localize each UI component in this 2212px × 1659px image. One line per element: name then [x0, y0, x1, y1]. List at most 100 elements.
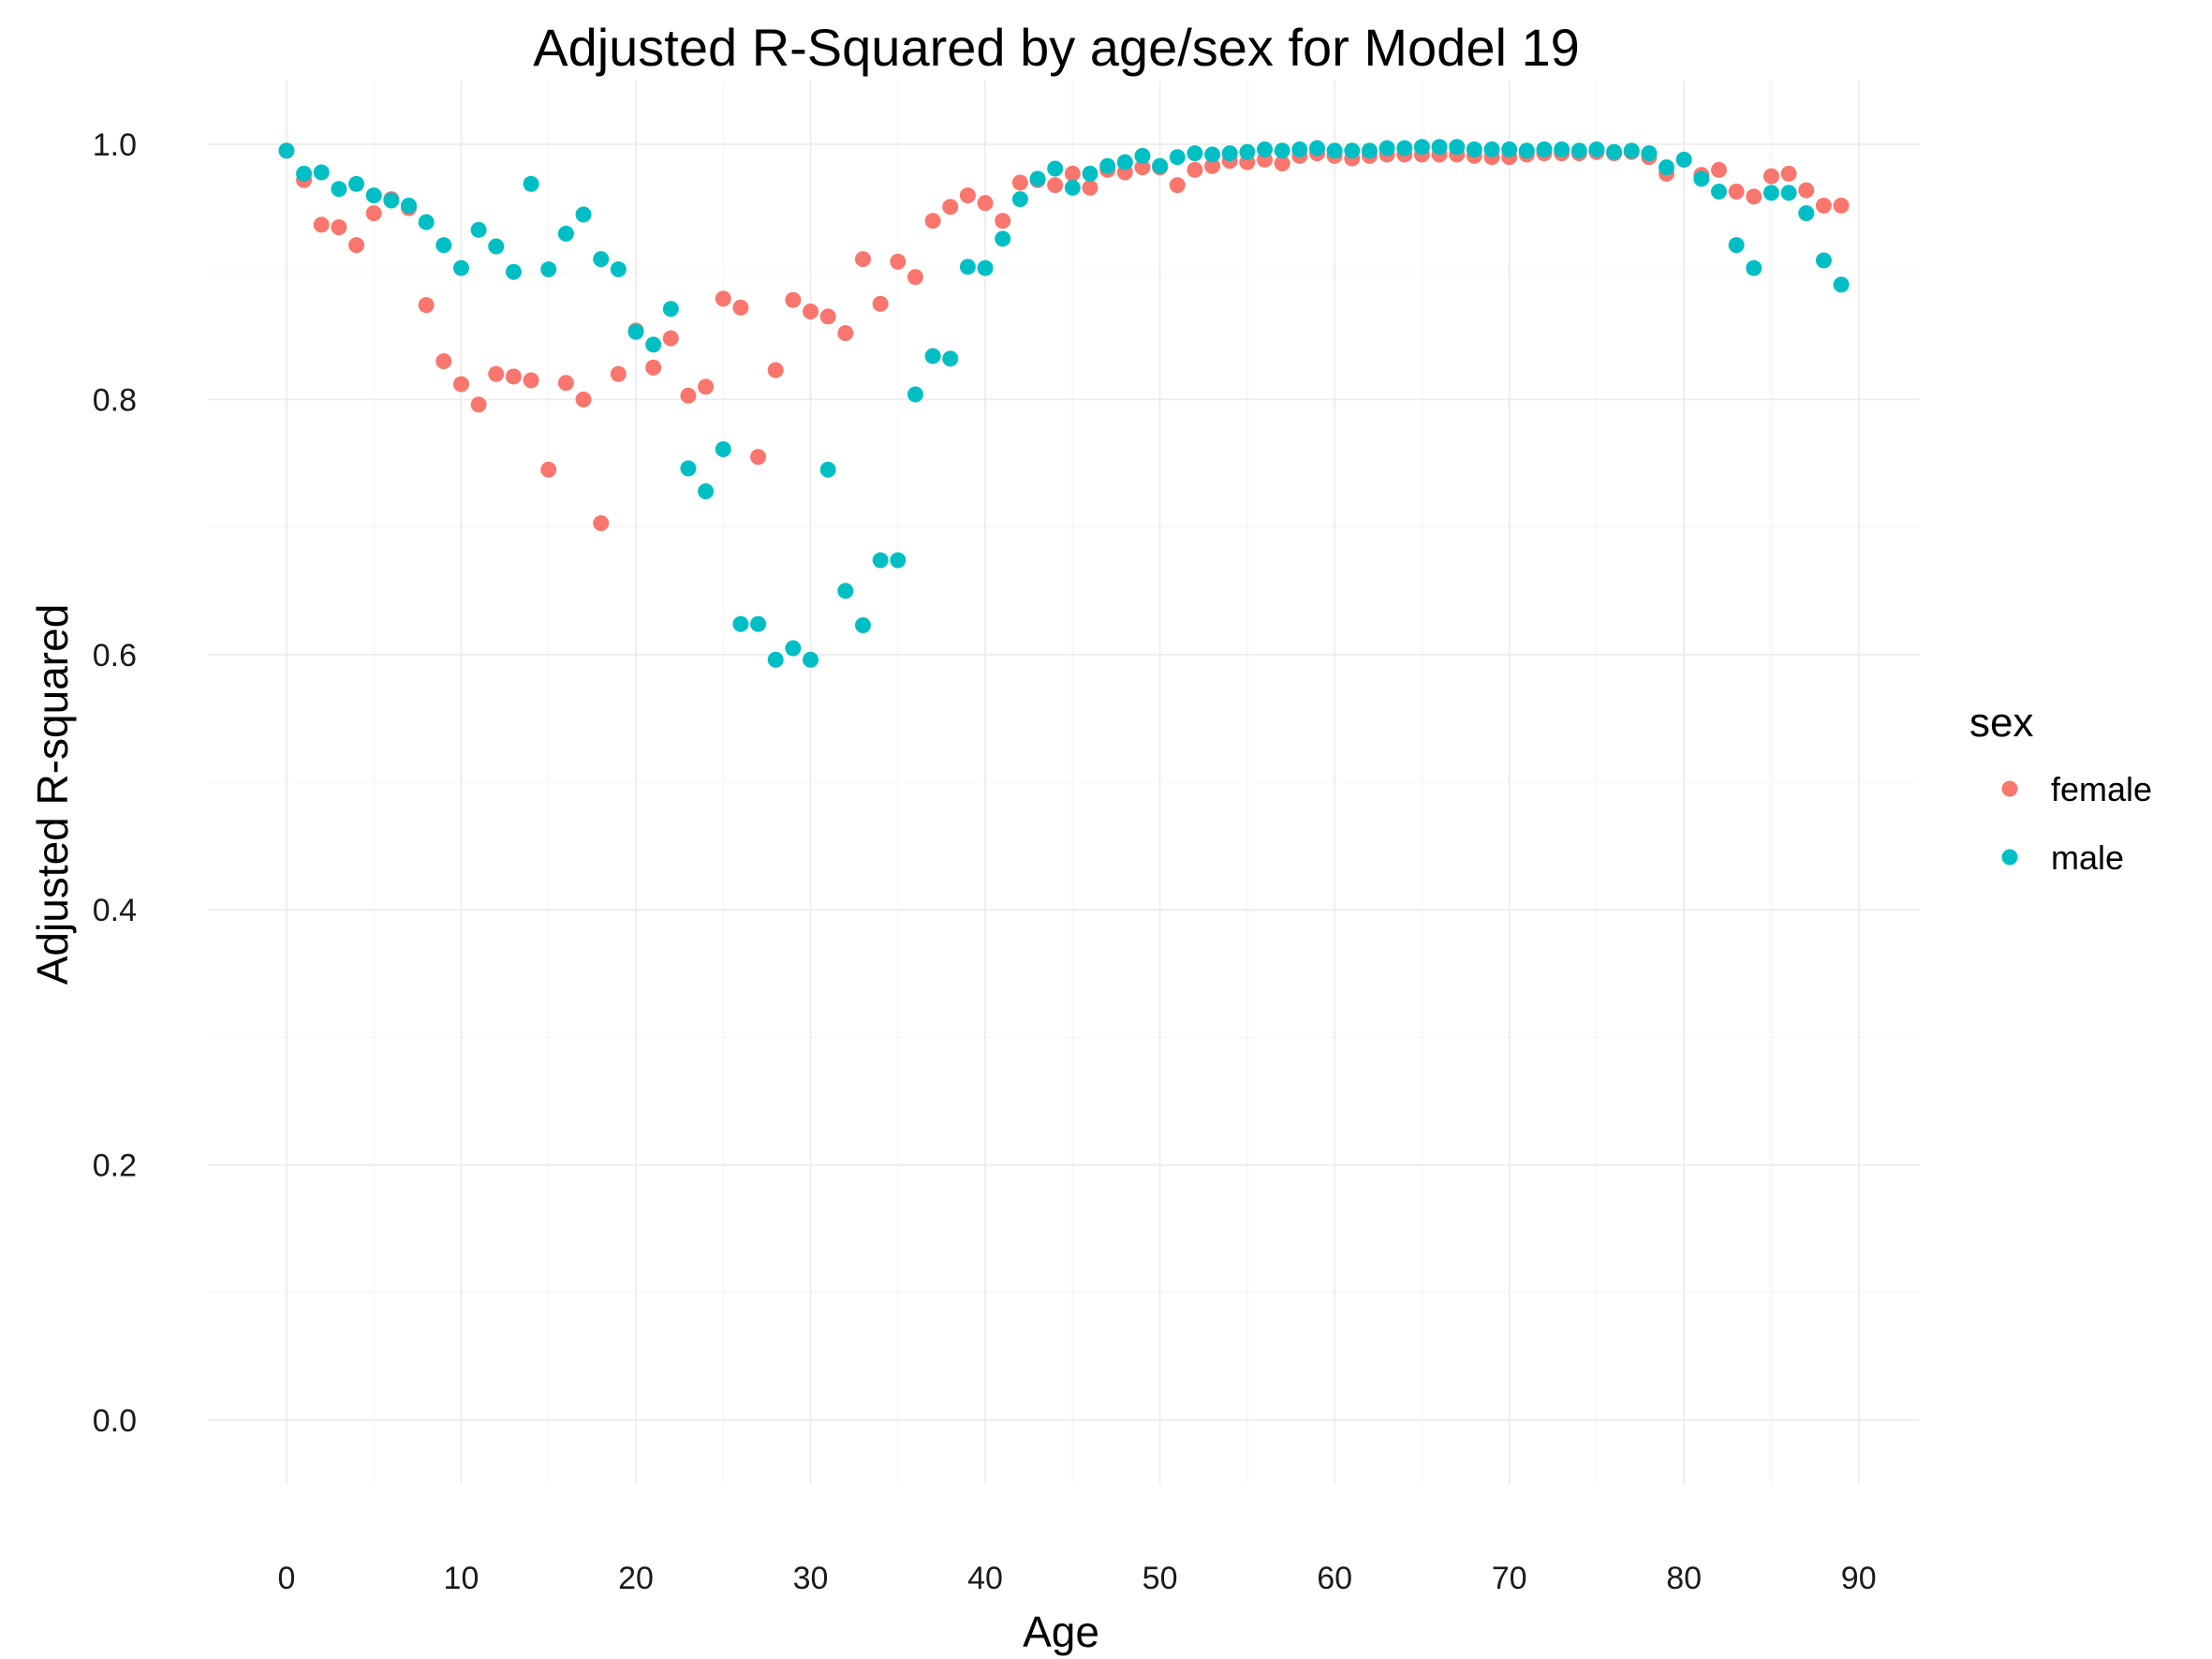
y-tick-label: 0.0	[93, 1403, 137, 1439]
point-male	[435, 237, 452, 254]
point-male	[1379, 140, 1395, 156]
point-male	[1623, 142, 1640, 159]
y-tick-label: 0.8	[93, 382, 137, 418]
point-male	[1762, 185, 1779, 201]
point-female	[348, 237, 365, 254]
point-female	[575, 391, 592, 407]
point-male	[1274, 142, 1290, 159]
point-male	[1169, 149, 1186, 166]
point-male	[803, 651, 819, 668]
point-male	[523, 175, 539, 192]
point-male	[680, 460, 697, 477]
point-female	[331, 219, 347, 236]
point-male	[767, 651, 784, 668]
point-female	[1134, 159, 1151, 176]
point-male	[1431, 139, 1448, 156]
point-male	[819, 461, 836, 478]
point-male	[348, 175, 365, 192]
point-female	[365, 205, 382, 222]
point-female	[540, 461, 557, 478]
point-female	[610, 365, 627, 382]
point-female	[1204, 157, 1221, 174]
point-female	[854, 251, 871, 268]
point-female	[1011, 174, 1028, 191]
point-male	[1134, 147, 1151, 164]
legend: sex female male	[1969, 700, 2152, 877]
y-tick-label: 0.6	[93, 638, 137, 674]
point-male	[1798, 205, 1815, 222]
point-male	[645, 336, 662, 353]
point-male	[1571, 142, 1587, 159]
point-male	[959, 259, 976, 275]
point-female	[488, 365, 505, 382]
point-female	[924, 213, 941, 230]
legend-title: sex	[1969, 700, 2033, 746]
point-male	[278, 142, 295, 159]
legend-label-female: female	[2051, 770, 2152, 808]
point-male	[1536, 141, 1553, 158]
grid	[208, 81, 1920, 1484]
point-male	[452, 259, 469, 276]
point-male	[540, 261, 557, 278]
point-male	[557, 225, 574, 242]
point-male	[1449, 139, 1466, 156]
point-male	[1780, 185, 1797, 201]
point-male	[488, 238, 505, 255]
point-male	[383, 192, 400, 209]
point-male	[1554, 141, 1571, 158]
x-tick-label: 30	[793, 1561, 829, 1596]
legend-key-male	[2001, 849, 2018, 866]
point-male	[296, 165, 313, 182]
point-male	[1693, 170, 1710, 187]
point-male	[854, 616, 871, 633]
x-tick-label: 10	[444, 1561, 479, 1596]
point-male	[1501, 141, 1518, 158]
point-male	[715, 441, 731, 458]
point-male	[1082, 165, 1099, 182]
point-male	[470, 221, 487, 238]
point-male	[1029, 170, 1046, 187]
point-male	[1728, 237, 1745, 254]
point-female	[523, 372, 539, 389]
point-male	[1710, 183, 1727, 200]
point-female	[662, 330, 679, 347]
data-points	[278, 139, 1850, 668]
point-female	[452, 376, 469, 393]
point-male	[977, 259, 994, 276]
point-female	[1082, 179, 1099, 196]
point-female	[1746, 188, 1762, 205]
x-tick-label: 80	[1666, 1561, 1702, 1596]
point-female	[977, 195, 994, 212]
point-male	[1152, 157, 1169, 174]
x-tick-label: 0	[277, 1561, 295, 1596]
point-male	[785, 640, 802, 657]
x-axis-title: Age	[1023, 1607, 1099, 1656]
y-tick-label: 1.0	[93, 127, 137, 163]
point-male	[1675, 151, 1692, 168]
point-male	[907, 386, 923, 403]
point-female	[313, 216, 330, 233]
point-female	[1815, 197, 1832, 214]
point-female	[715, 290, 731, 307]
point-female	[435, 353, 452, 370]
x-tick-label: 70	[1492, 1561, 1527, 1596]
x-tick-label: 20	[618, 1561, 654, 1596]
point-male	[837, 583, 854, 600]
point-male	[1116, 154, 1133, 170]
point-male	[1326, 142, 1343, 159]
point-male	[505, 263, 522, 280]
point-male	[890, 552, 907, 569]
point-female	[785, 291, 802, 308]
point-male	[1413, 139, 1430, 156]
point-male	[924, 348, 941, 364]
point-male	[1011, 191, 1028, 208]
point-female	[1762, 168, 1779, 185]
point-male	[627, 323, 644, 340]
point-female	[959, 187, 976, 204]
point-male	[1396, 140, 1413, 156]
point-male	[1187, 145, 1203, 162]
point-female	[1710, 161, 1727, 178]
y-tick-label: 0.4	[93, 893, 137, 928]
point-female	[872, 295, 889, 312]
chart-title: Adjusted R-Squared by age/sex for Model …	[533, 18, 1580, 77]
